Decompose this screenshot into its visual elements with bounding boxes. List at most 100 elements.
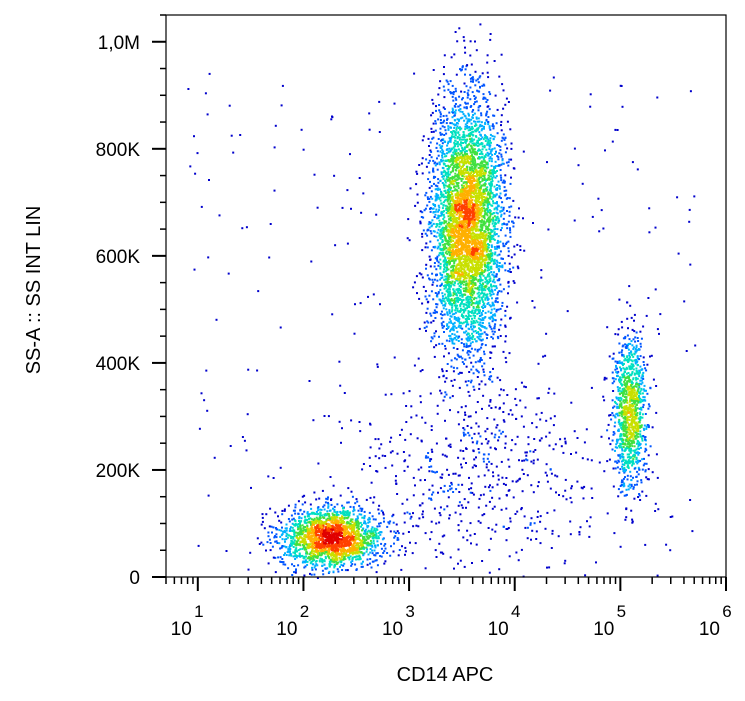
event-dot bbox=[464, 227, 467, 230]
event-dot bbox=[344, 527, 347, 530]
event-dot bbox=[469, 40, 472, 43]
event-dot bbox=[345, 554, 348, 557]
event-dot bbox=[352, 513, 355, 516]
event-dot bbox=[440, 232, 443, 235]
event-dot bbox=[459, 155, 462, 158]
event-dot bbox=[489, 152, 492, 155]
event-dot bbox=[494, 228, 497, 230]
event-dot bbox=[333, 513, 336, 516]
event-dot bbox=[285, 546, 288, 549]
event-dot bbox=[261, 520, 264, 523]
event-dot bbox=[503, 186, 506, 189]
event-dot bbox=[312, 556, 315, 559]
event-dot bbox=[465, 144, 468, 147]
event-dot bbox=[330, 498, 333, 501]
event-dot bbox=[323, 521, 325, 524]
event-dot bbox=[275, 527, 277, 529]
event-dot bbox=[291, 530, 294, 533]
event-dot bbox=[462, 216, 465, 219]
event-dot bbox=[332, 551, 335, 554]
event-dot bbox=[298, 520, 300, 522]
event-dot bbox=[448, 312, 451, 315]
event-dot bbox=[492, 125, 495, 128]
event-dot bbox=[477, 109, 480, 112]
event-dot bbox=[491, 169, 493, 172]
event-dot bbox=[503, 138, 506, 141]
event-dot bbox=[479, 75, 482, 78]
event-dot bbox=[321, 526, 324, 529]
event-dot bbox=[452, 322, 455, 325]
event-dot bbox=[397, 532, 400, 535]
event-dot bbox=[451, 313, 454, 316]
event-dot bbox=[429, 240, 432, 243]
event-dot bbox=[458, 163, 461, 166]
event-dot bbox=[440, 310, 443, 313]
event-dot bbox=[459, 305, 462, 308]
event-dot bbox=[335, 512, 338, 515]
event-dot bbox=[493, 260, 496, 263]
event-dot bbox=[329, 562, 331, 565]
event-dot bbox=[308, 517, 310, 520]
event-dot bbox=[328, 544, 331, 547]
event-dot bbox=[315, 510, 318, 513]
event-dot bbox=[320, 524, 323, 527]
event-dot bbox=[456, 348, 459, 350]
event-dot bbox=[321, 550, 324, 553]
event-dot bbox=[482, 93, 485, 96]
event-dot bbox=[450, 177, 453, 180]
event-dot bbox=[476, 194, 479, 197]
event-dot bbox=[463, 230, 466, 233]
event-dot bbox=[485, 258, 488, 261]
event-dot bbox=[435, 223, 438, 225]
event-dot bbox=[355, 551, 358, 554]
event-dot bbox=[412, 525, 415, 528]
event-dot bbox=[327, 519, 330, 522]
event-dot bbox=[331, 549, 334, 552]
event-dot bbox=[340, 564, 343, 566]
event-dot bbox=[371, 515, 374, 518]
event-dot bbox=[319, 513, 322, 516]
event-dot bbox=[347, 533, 350, 536]
event-dot bbox=[436, 279, 439, 282]
event-dot bbox=[337, 521, 339, 524]
event-dot bbox=[347, 487, 350, 490]
event-dot bbox=[444, 129, 447, 132]
event-dot bbox=[443, 243, 446, 246]
event-dot bbox=[352, 548, 355, 551]
event-dot bbox=[446, 266, 449, 269]
event-dot bbox=[308, 537, 311, 539]
event-dot bbox=[489, 357, 492, 359]
event-dot bbox=[294, 531, 297, 534]
event-dot bbox=[457, 226, 459, 229]
event-dot bbox=[297, 525, 300, 528]
event-dot bbox=[402, 532, 405, 535]
event-dot bbox=[481, 332, 484, 335]
event-dot bbox=[448, 191, 450, 193]
event-dot bbox=[311, 550, 314, 553]
event-dot bbox=[317, 533, 320, 536]
event-dot bbox=[415, 275, 418, 278]
event-dot bbox=[304, 528, 307, 531]
event-dot bbox=[331, 528, 334, 531]
event-dot bbox=[437, 93, 440, 96]
event-dot bbox=[471, 302, 474, 305]
event-dot bbox=[496, 301, 499, 304]
event-dot bbox=[313, 530, 315, 533]
event-dot bbox=[491, 345, 494, 348]
event-dot bbox=[308, 543, 311, 546]
event-dot bbox=[497, 180, 500, 183]
event-dot bbox=[458, 118, 461, 121]
event-dot bbox=[313, 555, 316, 558]
event-dot bbox=[307, 513, 310, 516]
event-dot bbox=[293, 509, 296, 512]
event-dot bbox=[369, 539, 372, 542]
event-dot bbox=[485, 327, 488, 330]
event-dot bbox=[315, 544, 318, 547]
event-dot bbox=[489, 150, 492, 153]
event-dot bbox=[355, 518, 358, 521]
event-dot bbox=[470, 269, 473, 272]
event-dot bbox=[492, 262, 495, 265]
event-dot bbox=[492, 225, 495, 228]
event-dot bbox=[321, 542, 324, 545]
event-dot bbox=[490, 259, 493, 262]
